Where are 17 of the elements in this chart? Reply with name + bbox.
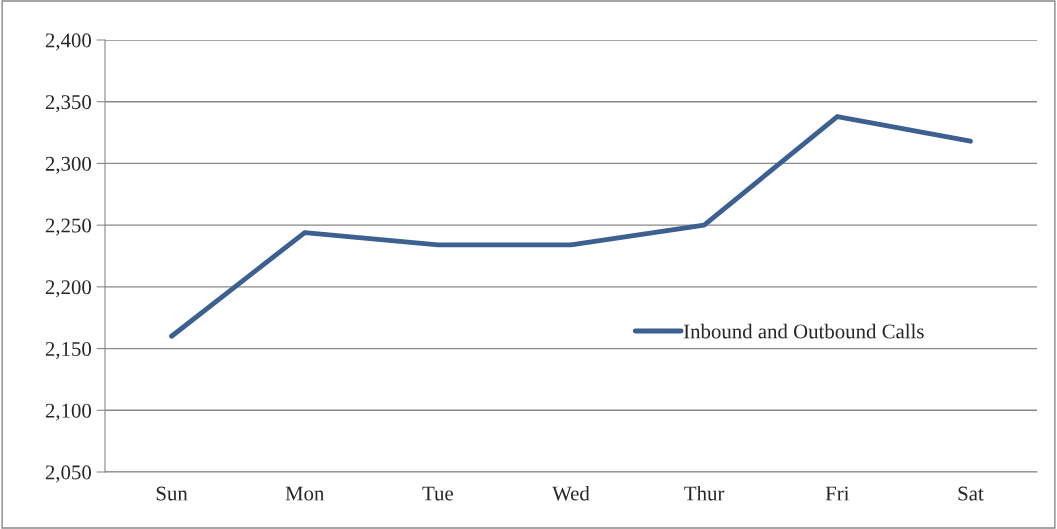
- y-tick-label: 2,350: [45, 95, 92, 113]
- y-tick-label: 2,150: [45, 341, 92, 359]
- y-tick-label: 2,300: [45, 156, 92, 174]
- x-tick-label: Thur: [684, 485, 725, 501]
- x-tick-label: Sat: [958, 486, 984, 501]
- y-tick-label: 2,100: [45, 403, 92, 421]
- x-tick-label: Fri: [825, 486, 850, 501]
- x-tick-label: Mon: [285, 486, 325, 501]
- y-tick-label: 2,250: [45, 218, 92, 236]
- x-tick-label: Wed: [552, 485, 590, 501]
- y-tick-label: 2,400: [45, 33, 92, 51]
- y-tick-label: 2,050: [45, 465, 92, 483]
- legend-label: Inbound and Outbound Calls: [683, 323, 924, 339]
- y-tick-label: 2,200: [45, 280, 92, 298]
- x-tick-label: Tue: [422, 486, 453, 501]
- x-tick-label: Sun: [156, 486, 188, 501]
- line-series: [169, 114, 973, 339]
